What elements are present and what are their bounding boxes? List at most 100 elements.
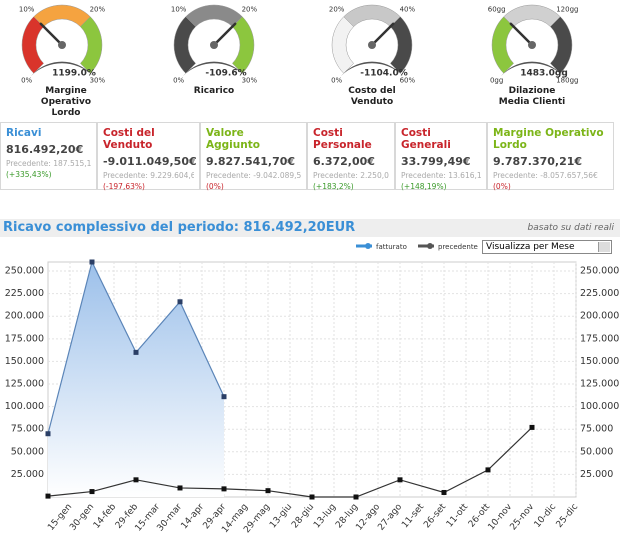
y2-tick-label: 200.000 (580, 311, 619, 322)
kpi-change: (+148,19%) (401, 182, 447, 191)
gauge-tick-label: 0% (331, 76, 342, 84)
kpi-title: Costi Personale (313, 127, 372, 151)
gauge-value: 1199.0% (52, 69, 96, 79)
kpi-change: (-197,63%) (103, 182, 145, 191)
gauge-band (343, 4, 401, 27)
point (89, 489, 95, 495)
x-tick-label: 15-gen (46, 502, 74, 533)
kpi-change: (0%) (206, 182, 224, 191)
point (397, 477, 403, 483)
area (48, 262, 224, 497)
x-tick-label: 30-mar (156, 502, 185, 533)
kpi-value: 9.787.370,21€ (493, 155, 583, 168)
gauge-rim (30, 61, 94, 77)
gauge-tick-label: 30% (90, 76, 106, 84)
gauge-band (185, 4, 243, 27)
x-tick-label: 11-set (400, 502, 426, 531)
gauge-tick-label: 20% (329, 6, 345, 14)
kpi-previous: Precedente: 13.616,16€ (401, 171, 481, 180)
x-tick-label: 29-apr (202, 502, 229, 531)
x-tick-label: 13-lug (312, 502, 338, 530)
gauge-tick-label: 0gg (490, 76, 503, 84)
gauge-label: Margine Operativo Lordo (40, 86, 92, 118)
y-tick-label: 25.000 (11, 469, 44, 480)
point (309, 494, 315, 500)
legend-label: precedente (438, 243, 478, 251)
kpi-previous: Precedente: 9.229.604,66€ (103, 171, 194, 180)
x-tick-label: 25-nov (508, 502, 536, 533)
x-tick-label: 10-dic (533, 502, 559, 530)
kpi-title: Margine Operativo Lordo (493, 127, 604, 151)
gauge-band (503, 4, 561, 27)
point (45, 493, 51, 499)
kpi-value: 816.492,20€ (6, 143, 84, 156)
point (89, 259, 95, 265)
gauge-tick-label: 0% (21, 76, 32, 84)
kpi-card: Ricavi 816.492,20€ Precedente: 187.515,14€… (0, 122, 97, 190)
point (177, 485, 183, 491)
chart-note: basato su dati reali (527, 223, 614, 233)
y-tick-label: 50.000 (11, 446, 44, 457)
gauge-band (331, 16, 354, 74)
kpi-title: Valore Aggiunto (206, 127, 260, 151)
kpi-value: -9.011.049,50€ (103, 155, 197, 168)
gauge-hub (210, 41, 218, 49)
x-tick-label: 25-dic (555, 502, 581, 530)
y-tick-label: 250.000 (5, 266, 44, 277)
legend-dot (365, 243, 371, 249)
kpi-title: Costi del Venduto (103, 127, 155, 151)
point (485, 467, 491, 473)
point (133, 349, 139, 355)
kpi-change: (+335,43%) (6, 170, 52, 179)
gauge-band (80, 16, 103, 74)
x-tick-label: 14-feb (92, 502, 119, 531)
y2-tick-label: 75.000 (580, 424, 613, 435)
gauge-band (21, 16, 44, 74)
y2-tick-label: 150.000 (580, 356, 619, 367)
x-tick-label: 14-mag (220, 502, 250, 533)
point (133, 477, 139, 483)
y2-tick-label: 125.000 (580, 379, 619, 390)
y-tick-label: 75.000 (11, 424, 44, 435)
gauge-tick-label: 20% (242, 6, 258, 14)
x-tick-label: 28-giu (290, 502, 316, 530)
y-tick-label: 100.000 (5, 401, 44, 412)
gauge-tick-label: 10% (19, 6, 35, 14)
kpi-change: (+183,2%) (313, 182, 354, 191)
y2-tick-label: 100.000 (580, 401, 619, 412)
y-tick-label: 125.000 (5, 379, 44, 390)
gauge-label: Ricarico (193, 86, 235, 96)
gauge-band (33, 4, 91, 27)
gauge-hub (368, 41, 376, 49)
gauge-band (550, 16, 573, 74)
kpi-card: Costi del Venduto -9.011.049,50€ Precedent… (97, 122, 200, 191)
x-tick-label: 10-nov (486, 502, 514, 533)
chart-title: Ricavo complessivo del periodo: 816.492,… (3, 220, 356, 235)
gauge-tick-label: 10% (171, 6, 187, 14)
y-tick-label: 150.000 (5, 356, 44, 367)
y-tick-label: 225.000 (5, 288, 44, 299)
kpi-title: Costi Generali (401, 127, 451, 151)
period-select[interactable]: Visualizza per Mese (482, 240, 612, 254)
x-tick-label: 29-mag (242, 502, 272, 533)
x-tick-label: 13-giu (268, 502, 294, 530)
gauge-value: -1104.0% (360, 69, 407, 79)
line (47, 426, 533, 498)
select-arrow[interactable] (598, 242, 610, 252)
kpi-previous: Precedente: 187.515,14€ (6, 159, 91, 168)
gauge-label: Costo del Venduto (348, 86, 396, 107)
kpi-previous: Precedente: -9.042.089,50€ (206, 171, 301, 180)
gauge-tick-label: 40% (400, 6, 416, 14)
gauge-rim (340, 61, 404, 77)
kpi-previous: Precedente: 2.250,00€ (313, 171, 389, 180)
gauge-band (173, 16, 196, 74)
point (45, 431, 51, 437)
gauge-band (491, 16, 514, 74)
gauge-strip: 0%10% 20%30%1199.0%0%10% 20%30%-109.6%0%20… (19, 4, 578, 84)
point (441, 489, 447, 495)
gauge-hub (58, 41, 66, 49)
gauge-band (232, 16, 255, 74)
select-text: Visualizza per Mese (486, 242, 575, 252)
y2-tick-label: 25.000 (580, 469, 613, 480)
chart-header (0, 219, 620, 237)
